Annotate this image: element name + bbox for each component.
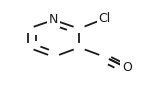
Text: N: N — [49, 13, 58, 27]
Text: Cl: Cl — [99, 12, 111, 25]
Text: O: O — [122, 61, 132, 74]
